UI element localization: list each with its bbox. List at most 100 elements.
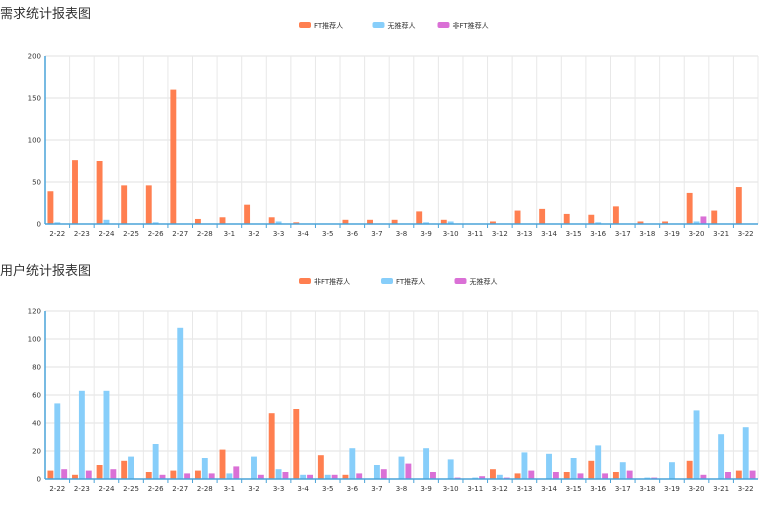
bar-3-6-2[interactable] — [356, 473, 363, 479]
bar-3-13-0[interactable] — [514, 210, 521, 224]
bar-2-27-2[interactable] — [184, 473, 191, 479]
bar-2-24-1[interactable] — [103, 390, 110, 479]
bar-3-6-1[interactable] — [349, 448, 356, 479]
bar-2-22-0[interactable] — [47, 470, 54, 479]
bar-3-13-1[interactable] — [521, 452, 528, 479]
bar-3-8-0[interactable] — [391, 219, 398, 224]
bar-3-2-2[interactable] — [257, 474, 264, 479]
bar-3-14-2[interactable] — [552, 472, 559, 479]
bar-2-22-1[interactable] — [54, 222, 61, 224]
bar-3-16-0[interactable] — [588, 460, 595, 479]
bar-3-13-2[interactable] — [528, 470, 535, 479]
bar-3-10-0[interactable] — [440, 219, 447, 224]
bar-3-16-2[interactable] — [602, 473, 609, 479]
legend-item-0[interactable]: FT推荐人 — [299, 21, 343, 30]
bar-3-7-0[interactable] — [367, 219, 373, 224]
bar-2-26-1[interactable] — [152, 222, 159, 224]
bar-3-17-2[interactable] — [626, 470, 633, 479]
bar-3-6-0[interactable] — [342, 474, 349, 479]
bar-3-20-2[interactable] — [700, 474, 707, 479]
bar-3-5-2[interactable] — [331, 474, 338, 479]
bar-3-7-2[interactable] — [380, 469, 387, 479]
bar-3-7-1[interactable] — [373, 465, 380, 479]
bar-3-3-1[interactable] — [275, 469, 282, 479]
bar-3-18-0[interactable] — [637, 221, 644, 224]
bar-3-16-0[interactable] — [588, 214, 595, 224]
bar-3-1-0[interactable] — [219, 449, 226, 479]
bar-3-20-2[interactable] — [700, 216, 707, 224]
bar-2-26-0[interactable] — [145, 185, 152, 224]
bar-3-15-0[interactable] — [563, 213, 570, 224]
bar-3-20-0[interactable] — [686, 460, 693, 479]
bar-2-22-1[interactable] — [54, 403, 61, 479]
bar-3-12-1[interactable] — [496, 474, 503, 479]
bar-3-3-0[interactable] — [268, 413, 275, 479]
bar-3-9-0[interactable] — [416, 211, 423, 224]
bar-2-24-1[interactable] — [103, 219, 110, 224]
bar-3-9-1[interactable] — [423, 222, 430, 224]
bar-2-23-1[interactable] — [78, 390, 85, 479]
bar-2-25-0[interactable] — [121, 460, 128, 479]
legend-item-1[interactable]: 无推荐人 — [372, 21, 416, 30]
bar-3-3-1[interactable] — [275, 221, 282, 224]
bar-3-20-0[interactable] — [686, 192, 693, 224]
bar-3-16-1[interactable] — [595, 445, 602, 479]
bar-3-17-0[interactable] — [612, 472, 619, 479]
bar-3-4-2[interactable] — [307, 474, 313, 479]
bar-3-4-1[interactable] — [300, 474, 307, 479]
bar-3-1-2[interactable] — [233, 466, 240, 479]
bar-2-25-0[interactable] — [121, 185, 128, 224]
legend-item-0[interactable]: 非FT推荐人 — [299, 277, 350, 286]
bar-3-11-2[interactable] — [479, 476, 486, 479]
bar-2-27-0[interactable] — [170, 470, 177, 479]
bar-3-14-0[interactable] — [539, 208, 546, 224]
bar-3-17-0[interactable] — [612, 206, 619, 224]
bar-3-20-1[interactable] — [693, 410, 700, 479]
bar-2-27-1[interactable] — [177, 327, 184, 479]
bar-3-5-1[interactable] — [324, 474, 331, 479]
bar-3-10-1[interactable] — [447, 221, 454, 224]
bar-2-28-1[interactable] — [201, 458, 208, 479]
bar-2-23-2[interactable] — [85, 470, 92, 479]
bar-2-26-2[interactable] — [159, 474, 166, 479]
bar-3-14-1[interactable] — [546, 453, 552, 479]
bar-3-19-1[interactable] — [668, 462, 675, 479]
bar-2-27-0[interactable] — [170, 89, 177, 224]
bar-2-22-2[interactable] — [61, 469, 68, 479]
bar-3-22-2[interactable] — [749, 470, 756, 479]
bar-3-1-0[interactable] — [219, 217, 226, 224]
bar-3-20-1[interactable] — [693, 221, 700, 224]
bar-3-13-0[interactable] — [514, 473, 521, 479]
bar-3-8-1[interactable] — [398, 456, 405, 479]
bar-2-24-0[interactable] — [96, 465, 103, 479]
bar-3-17-1[interactable] — [619, 462, 626, 479]
bar-3-4-0[interactable] — [293, 409, 300, 479]
bar-3-9-1[interactable] — [423, 448, 430, 479]
bar-3-22-1[interactable] — [742, 427, 749, 479]
bar-2-22-0[interactable] — [47, 191, 54, 224]
bar-3-2-0[interactable] — [244, 204, 251, 224]
bar-2-28-0[interactable] — [194, 470, 201, 479]
bar-3-15-1[interactable] — [570, 458, 577, 479]
bar-3-16-1[interactable] — [595, 222, 602, 224]
bar-3-6-0[interactable] — [342, 219, 349, 224]
bar-3-3-2[interactable] — [282, 472, 289, 479]
bar-2-23-0[interactable] — [72, 474, 78, 479]
bar-2-24-0[interactable] — [96, 161, 103, 224]
bar-3-9-2[interactable] — [430, 472, 436, 479]
bar-3-12-0[interactable] — [490, 469, 496, 479]
bar-2-28-0[interactable] — [194, 218, 201, 224]
bar-3-10-1[interactable] — [447, 459, 454, 479]
bar-3-2-1[interactable] — [251, 456, 257, 479]
bar-3-4-0[interactable] — [293, 222, 300, 224]
bar-2-23-0[interactable] — [72, 160, 78, 224]
bar-2-26-0[interactable] — [145, 472, 152, 479]
bar-2-28-2[interactable] — [208, 473, 215, 479]
legend-item-1[interactable]: FT推荐人 — [381, 277, 425, 286]
bar-3-5-0[interactable] — [317, 455, 324, 479]
bar-2-25-1[interactable] — [128, 456, 135, 479]
bar-3-12-0[interactable] — [490, 221, 496, 224]
bar-2-26-1[interactable] — [152, 444, 159, 479]
bar-3-3-0[interactable] — [268, 217, 275, 224]
bar-3-8-2[interactable] — [405, 463, 412, 479]
